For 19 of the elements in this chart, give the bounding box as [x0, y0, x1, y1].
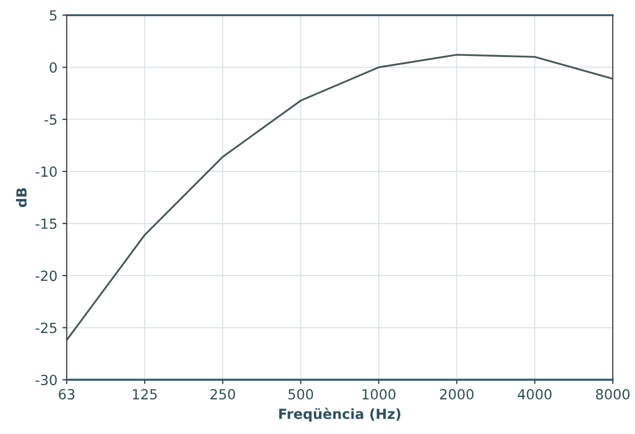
y-tick-label: -20: [36, 270, 57, 282]
x-tick-label: 1000: [362, 389, 396, 400]
y-tick-label: -30: [36, 374, 57, 386]
y-axis-title: dB: [16, 188, 27, 208]
y-tick-label: 5: [50, 10, 56, 21]
x-tick-label: 250: [210, 389, 236, 400]
y-tick-label: 0: [50, 62, 57, 73]
x-tick-label: 63: [58, 389, 74, 400]
line-series: [66, 54, 613, 342]
y-tick-label: -25: [36, 322, 56, 334]
y-tick-label: -10: [36, 166, 57, 177]
x-tick-label: 4000: [518, 389, 552, 400]
x-axis-title: Freqüència (Hz): [279, 408, 400, 422]
x-tick-label: 125: [132, 389, 157, 400]
y-tick-label: -5: [44, 114, 56, 125]
x-tick-label: 2000: [440, 389, 474, 400]
x-tick-label: 500: [288, 389, 314, 400]
x-tick-label: 8000: [596, 389, 630, 400]
y-tick-label: -15: [36, 218, 56, 229]
